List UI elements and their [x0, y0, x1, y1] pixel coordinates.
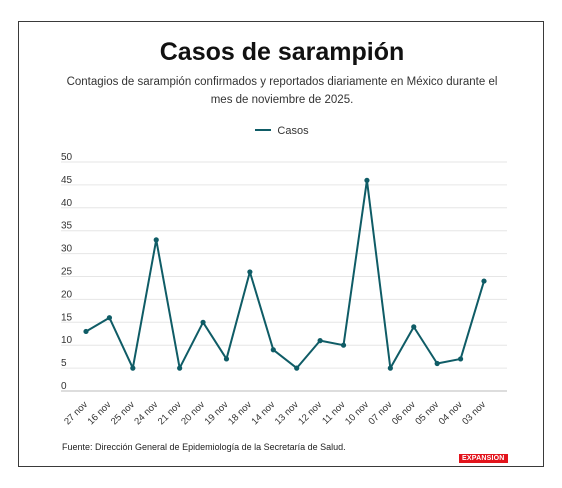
x-tick-label: 14 nov — [249, 399, 277, 427]
x-tick-label: 06 nov — [390, 399, 418, 427]
data-point — [200, 319, 206, 325]
data-point — [340, 342, 347, 348]
data-point — [364, 177, 370, 183]
x-tick-label: 12 nov — [296, 399, 324, 427]
y-tick-label: 30 — [61, 244, 73, 255]
x-tick-label: 03 nov — [460, 399, 488, 427]
data-point — [153, 237, 159, 243]
y-tick-label: 25 — [61, 267, 73, 278]
data-point — [411, 324, 417, 330]
data-point — [83, 328, 89, 335]
data-point — [106, 315, 113, 321]
legend: Casos — [19, 125, 545, 137]
y-tick-label: 10 — [61, 335, 73, 346]
y-tick-label: 5 — [61, 358, 67, 369]
x-tick-label: 11 nov — [320, 399, 348, 427]
x-tick-label: 05 nov — [413, 399, 441, 427]
chart-frame: Casos de sarampión Contagios de sarampió… — [18, 21, 544, 467]
x-tick-label: 18 nov — [226, 399, 254, 427]
data-point — [247, 269, 253, 275]
data-point — [270, 347, 276, 353]
y-tick-label: 35 — [61, 221, 73, 232]
x-tick-label: 20 nov — [179, 399, 207, 427]
y-tick-label: 45 — [61, 175, 73, 186]
x-tick-label: 24 nov — [132, 399, 160, 427]
x-tick-label: 04 nov — [437, 399, 465, 427]
y-tick-label: 50 — [61, 152, 73, 163]
data-point — [457, 356, 464, 362]
data-point — [223, 356, 230, 362]
legend-label: Casos — [277, 125, 309, 137]
source-note: Fuente: Dirección General de Epidemiolog… — [62, 442, 346, 452]
brand-logo: EXPANSIÓN — [459, 454, 508, 463]
series-line — [85, 179, 485, 370]
y-tick-label: 40 — [61, 198, 73, 209]
x-tick-label: 16 nov — [86, 399, 114, 427]
y-tick-label: 15 — [61, 312, 73, 323]
data-point — [317, 338, 323, 344]
x-tick-label: 10 nov — [343, 399, 371, 427]
y-tick-label: 20 — [61, 289, 73, 300]
y-tick-label: 0 — [61, 381, 67, 392]
x-tick-label: 13 nov — [273, 399, 301, 427]
legend-swatch — [255, 129, 272, 132]
data-point — [177, 365, 183, 371]
data-point — [481, 278, 487, 284]
x-tick-label: 19 nov — [203, 399, 231, 427]
x-tick-label: 27 nov — [62, 399, 90, 427]
data-point — [434, 360, 440, 367]
chart-title: Casos de sarampión — [159, 38, 405, 66]
x-tick-label: 21 nov — [156, 399, 184, 427]
chart-subtitle: Contagios de sarampión confirmados y rep… — [66, 76, 498, 106]
data-point — [294, 365, 300, 371]
x-tick-label: 25 nov — [109, 399, 137, 427]
x-tick-label: 07 nov — [367, 399, 395, 427]
data-point — [130, 365, 136, 371]
data-point — [387, 365, 393, 371]
